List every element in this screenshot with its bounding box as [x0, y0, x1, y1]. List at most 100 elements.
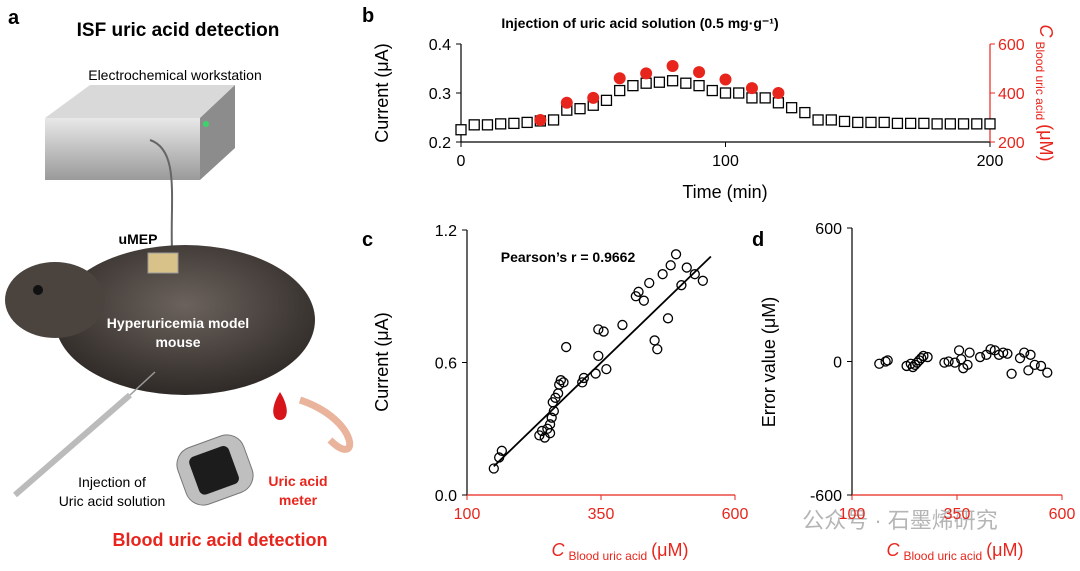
label: meter: [279, 492, 318, 508]
point: [495, 118, 507, 130]
cable: [149, 139, 174, 251]
workstation-top: [45, 85, 235, 118]
point: [1025, 349, 1036, 360]
point: [1002, 348, 1013, 359]
axis-label: CBlood uric acid(μM): [1033, 24, 1056, 161]
y-tick-label: 0.0: [435, 488, 457, 505]
title: ISF uric acid detection: [77, 20, 280, 41]
x-tick-label: 100: [454, 506, 481, 523]
point: [1042, 367, 1053, 378]
point: [772, 87, 785, 99]
point: [719, 87, 732, 99]
point: [652, 344, 663, 355]
fit-line: [493, 255, 712, 467]
point: [697, 275, 708, 286]
point: [600, 94, 613, 106]
x-tick-label: 100: [839, 506, 866, 523]
point: [494, 452, 505, 463]
x-tick-label: 200: [977, 153, 1004, 170]
y2-tick-label: 200: [998, 135, 1025, 152]
point: [939, 357, 950, 368]
point: [693, 80, 705, 92]
axis-label: Current (μA): [372, 312, 392, 411]
label-symbol: C: [551, 540, 565, 560]
point: [653, 76, 666, 88]
blood-drop: [273, 392, 287, 420]
point: [481, 119, 494, 131]
label: mouse: [155, 334, 200, 350]
point: [534, 113, 547, 126]
y-tick-label: -600: [810, 488, 842, 505]
x-tick-label: 600: [1049, 506, 1076, 523]
point: [745, 82, 758, 95]
point: [962, 359, 973, 370]
axis-label: Current (μA): [372, 43, 392, 142]
y2-tick-label: 400: [998, 86, 1025, 103]
syringe: [13, 392, 132, 498]
point: [971, 118, 983, 130]
point: [593, 350, 604, 362]
x-tick-label: 350: [944, 506, 971, 523]
subtitle: Blood uric acid detection: [112, 530, 327, 550]
point: [488, 463, 499, 474]
point: [676, 280, 687, 291]
point: [918, 350, 929, 362]
label: Electrochemical workstation: [88, 67, 262, 83]
workstation-led: [203, 121, 209, 127]
label-unit: (μM): [651, 540, 688, 560]
label: Injection of: [78, 474, 146, 490]
point: [865, 116, 877, 129]
illustration: a ISF uric acid detection Electrochemica…: [5, 7, 354, 550]
point: [593, 324, 604, 335]
label: Uric acid solution: [59, 493, 166, 509]
point: [561, 341, 572, 353]
point: [984, 118, 996, 130]
point: [693, 66, 706, 79]
workstation-front: [45, 118, 200, 180]
point: [640, 67, 653, 80]
point: [598, 326, 609, 337]
y-tick-label: 1.2: [435, 223, 457, 240]
point: [998, 347, 1009, 358]
label-unit: (μM): [1036, 124, 1056, 161]
point: [944, 118, 956, 130]
point: [878, 116, 890, 129]
point: [825, 114, 837, 126]
point: [558, 377, 569, 388]
point: [985, 344, 996, 355]
point: [681, 262, 692, 273]
point: [1035, 360, 1047, 372]
point: [578, 372, 589, 384]
meter-screen: [189, 446, 239, 495]
point: [772, 97, 785, 109]
watermark: 公众号 · 石墨烯研究: [802, 508, 998, 533]
point: [666, 60, 679, 73]
point: [666, 75, 679, 87]
point: [638, 295, 650, 306]
workstation-side: [200, 85, 235, 180]
label: Hyperuricemia model: [107, 315, 249, 331]
point: [590, 368, 601, 379]
point: [916, 353, 927, 364]
point: [974, 351, 986, 363]
point: [613, 72, 626, 85]
label: Uric acid: [268, 473, 327, 489]
point: [838, 115, 851, 128]
point: [496, 445, 507, 456]
label: uMEP: [119, 231, 158, 247]
point: [931, 118, 943, 130]
point: [799, 106, 811, 119]
point: [662, 313, 674, 324]
panel-letter: c: [362, 229, 373, 251]
point: [665, 260, 676, 271]
point: [964, 347, 975, 358]
point: [617, 319, 628, 331]
x-tick-label: 0: [457, 153, 466, 170]
y2-tick-label: 600: [998, 37, 1025, 54]
umep-chip: [147, 252, 179, 274]
point: [587, 91, 600, 104]
label-symbol: C: [886, 540, 900, 560]
